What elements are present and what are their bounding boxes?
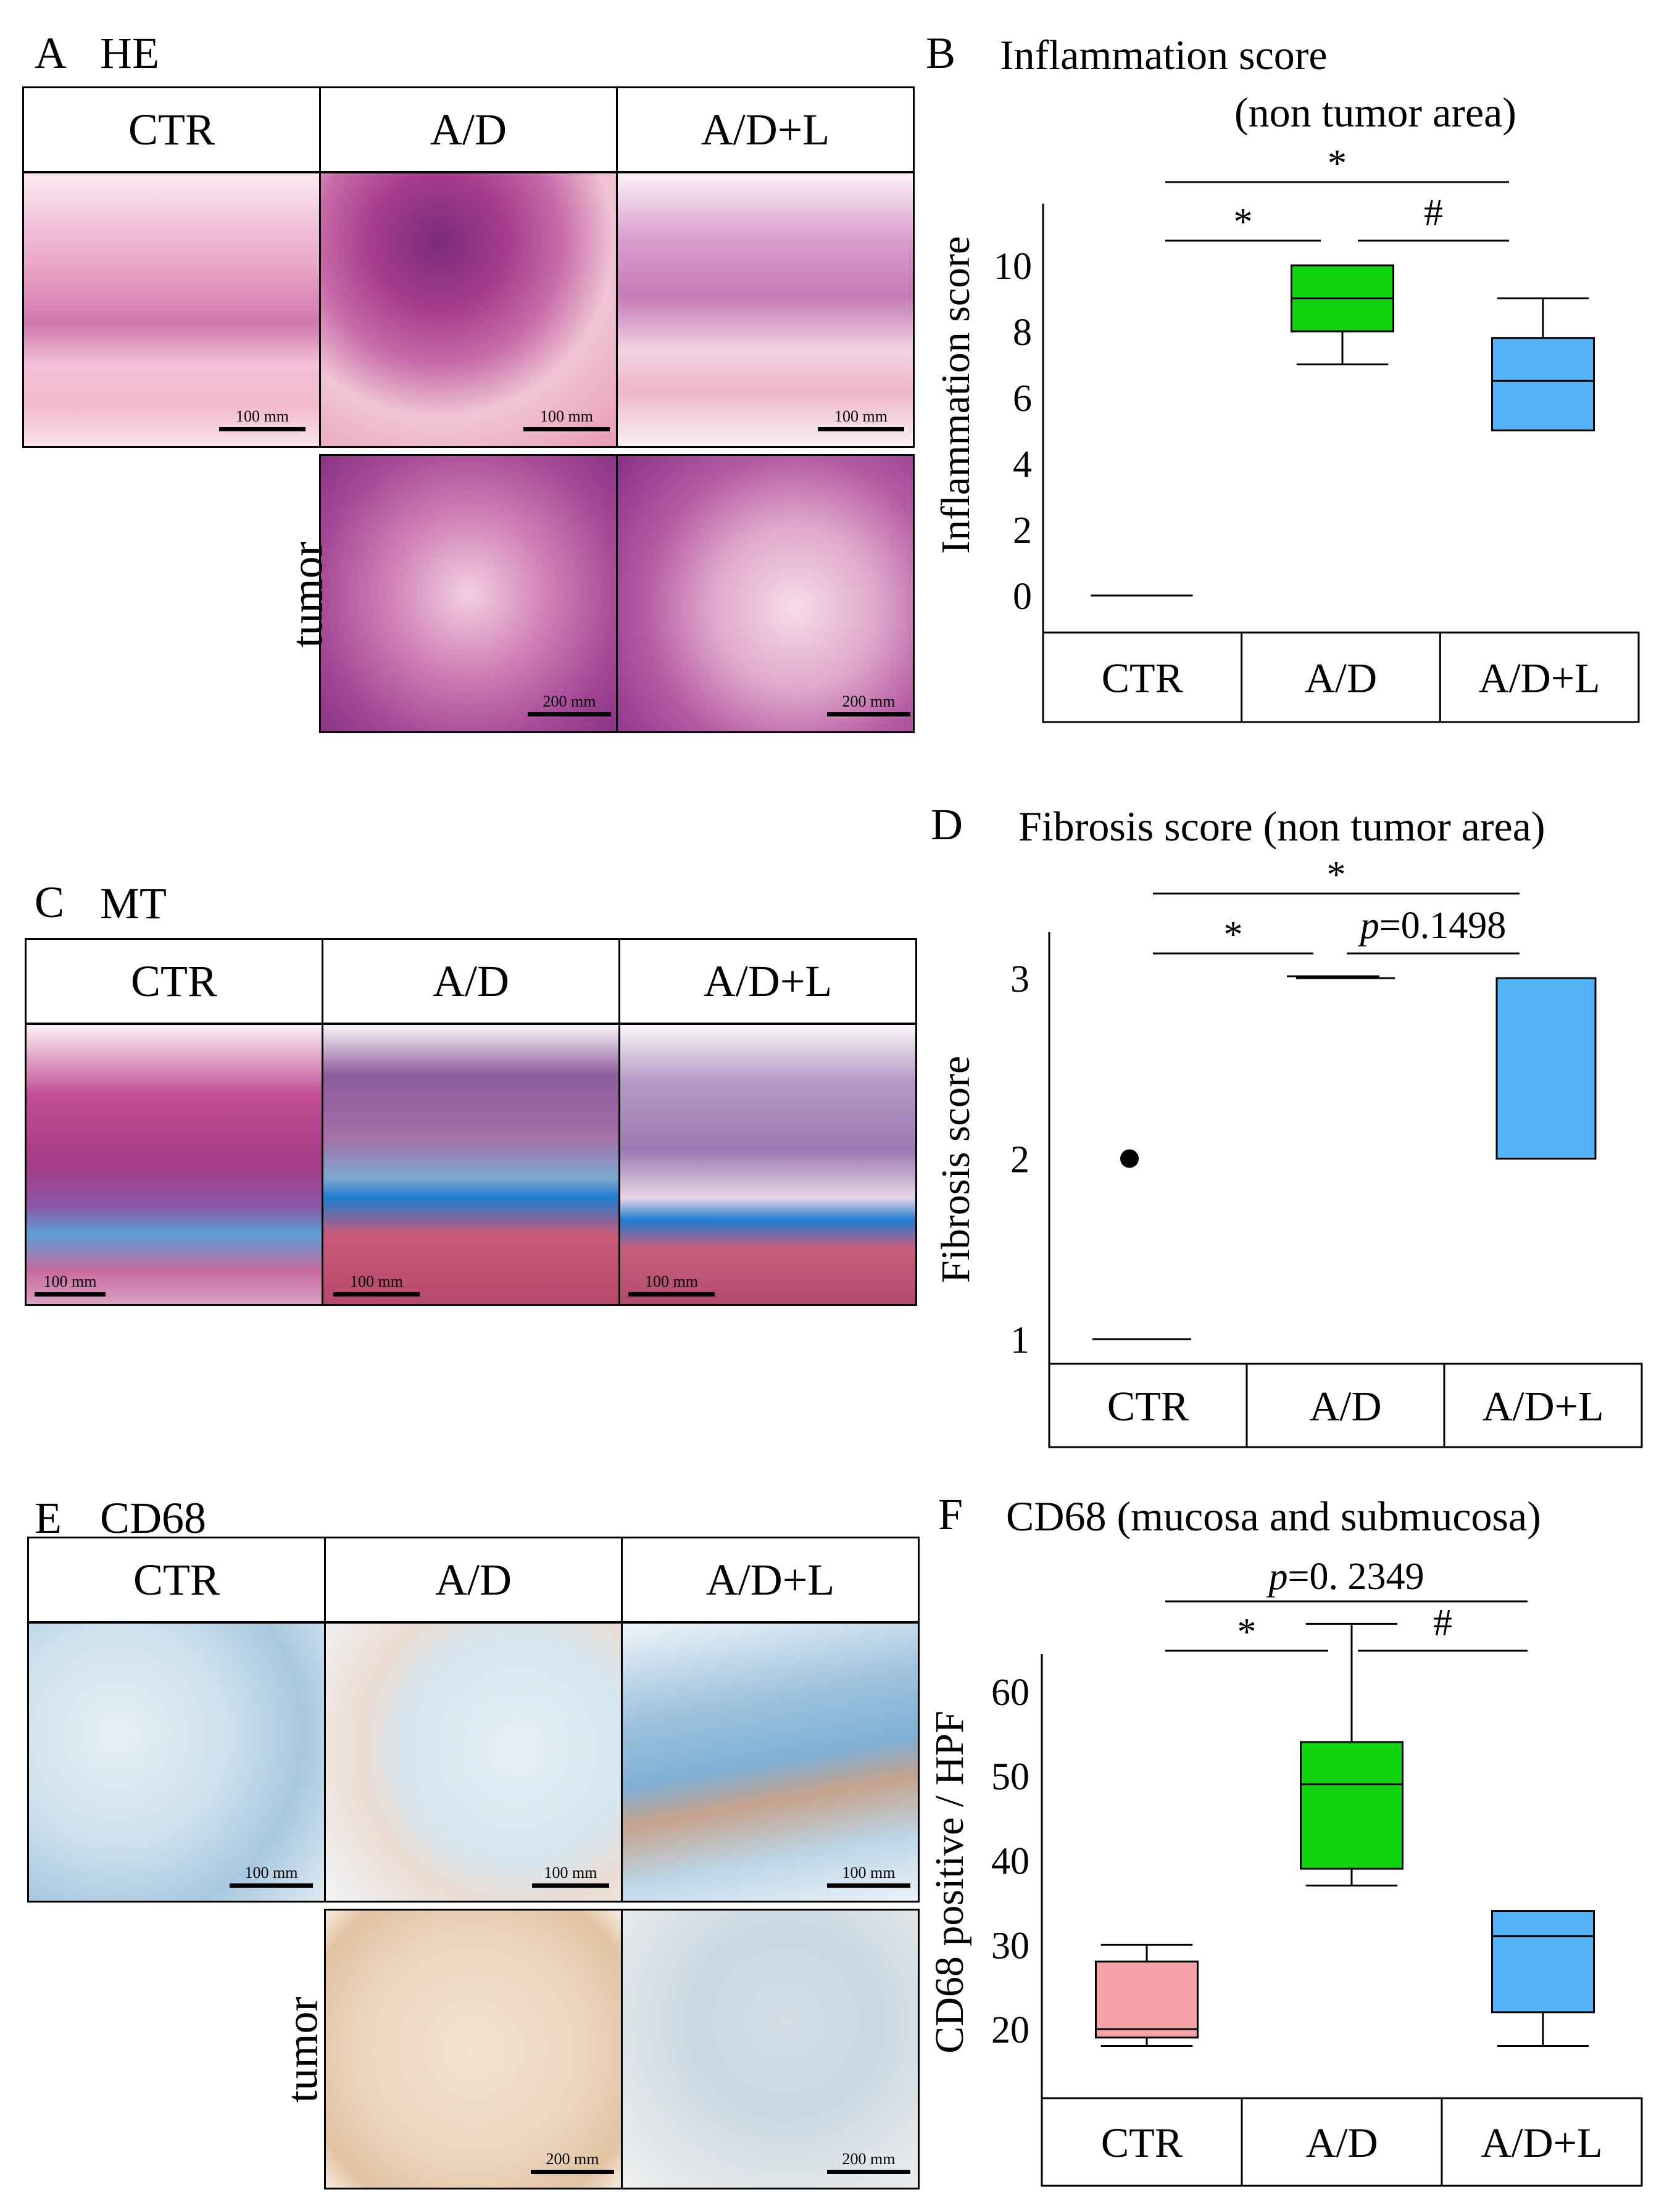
panel-b-sig-label: * <box>1234 201 1253 243</box>
panel-d-ytick-label: 1 <box>1010 1319 1029 1361</box>
panel-f-box-2 <box>1491 1910 1595 2014</box>
he-ad-scale-bar: 100 mm <box>523 407 610 431</box>
cd68-adl-micrograph <box>621 1622 920 1903</box>
mt-ad-scale-bar: 100 mm <box>333 1272 420 1297</box>
panel-e-header-ctr: CTR <box>27 1537 326 1623</box>
panel-e-letter: E <box>35 1493 62 1543</box>
panel-f-ytick-label: 30 <box>991 1925 1029 1967</box>
panel-f-ytick-label: 20 <box>991 2009 1029 2051</box>
panel-a-letter: A <box>35 28 67 78</box>
he-adl-tumor-micrograph <box>616 454 915 733</box>
panel-b-ytick-label: 10 <box>994 246 1032 288</box>
panel-d-ylabel: Fibrosis score <box>933 1056 978 1283</box>
he-ad-tumor-scale-bar: 200 mm <box>528 692 611 716</box>
mt-ctr-scale-bar: 100 mm <box>35 1272 106 1297</box>
he-ad-micrograph <box>319 172 618 448</box>
panel-a-header-ctr: CTR <box>22 86 321 173</box>
cd68-ad-micrograph <box>324 1622 623 1903</box>
panel-b-ytick-label: 0 <box>1013 576 1032 618</box>
panel-f-category-label: CTR <box>1101 2119 1183 2166</box>
panel-b-ytick-label: 8 <box>1013 312 1032 354</box>
panel-b-category-label: CTR <box>1102 655 1184 702</box>
cd68-adl-tumor-micrograph <box>621 1909 920 2189</box>
panel-b-ytick-label: 2 <box>1013 510 1032 552</box>
panel-f-box-0 <box>1095 1961 1199 2039</box>
panel-c-header-ctr: CTR <box>25 938 323 1024</box>
panel-b-sig-label: * <box>1328 143 1347 185</box>
panel-a-header-ad: A/D <box>319 86 618 173</box>
panel-f-category-label: A/D <box>1305 2119 1378 2166</box>
panel-b-letter: B <box>926 28 956 78</box>
panel-c-title: MT <box>100 879 167 928</box>
panel-d-sig-label: p=0.1498 <box>1358 905 1506 947</box>
panel-f-sig-label: p=0. 2349 <box>1266 1556 1424 1598</box>
cd68-ad-scale-bar: 100 mm <box>532 1864 609 1888</box>
cd68-ad-tumor-micrograph <box>324 1909 623 2189</box>
panel-b-ytick-label: 4 <box>1013 444 1032 486</box>
he-ctr-scale-bar: 100 mm <box>219 407 306 431</box>
mt-ctr-micrograph <box>25 1023 323 1306</box>
he-adl-tumor-scale-bar: 200 mm <box>827 692 910 716</box>
panel-f-ylabel: CD68 positive / HPF <box>927 1711 972 2054</box>
panel-b-title: Inflammation score <box>1000 31 1328 78</box>
panel-e-title: CD68 <box>100 1493 207 1543</box>
cd68-ctr-scale-bar: 100 mm <box>230 1864 313 1888</box>
he-ctr-micrograph <box>22 172 321 448</box>
cd68-adl-scale-bar: 100 mm <box>827 1864 910 1888</box>
mt-adl-scale-bar: 100 mm <box>628 1272 715 1297</box>
panel-d-box-0-outlier <box>1120 1149 1139 1168</box>
panel-b-sig-label: # <box>1424 192 1443 234</box>
panel-f-category-table <box>1041 2097 1643 2187</box>
panel-b-box-2 <box>1491 337 1595 432</box>
panel-f-box-1 <box>1300 1741 1403 1870</box>
mt-adl-micrograph <box>618 1023 917 1306</box>
panel-a-title: HE <box>100 28 159 78</box>
panel-b-category-label: A/D+L <box>1479 655 1600 702</box>
panel-b-ytick-label: 6 <box>1013 378 1032 420</box>
panel-d-category-label: A/D+L <box>1482 1383 1604 1430</box>
panel-f-category-label: A/D+L <box>1481 2119 1603 2166</box>
panel-b-category-label: A/D <box>1305 655 1377 702</box>
panel-d-title: Fibrosis score (non tumor area) <box>1018 803 1545 850</box>
panel-c-letter: C <box>35 878 65 927</box>
panel-c-header-adl: A/D+L <box>618 938 917 1024</box>
he-adl-micrograph <box>616 172 915 448</box>
panel-f-sig-label: * <box>1237 1611 1257 1653</box>
panel-f-ytick-label: 60 <box>991 1672 1029 1714</box>
cd68-ctr-micrograph <box>27 1622 326 1903</box>
panel-d-ytick-label: 2 <box>1010 1139 1029 1181</box>
panel-b-subtitle: (non tumor area) <box>1234 89 1516 136</box>
panel-d-sig-label: * <box>1224 914 1243 956</box>
mt-ad-micrograph <box>322 1023 620 1306</box>
panel-d-sig-label: * <box>1327 854 1346 896</box>
panel-b-category-table <box>1042 631 1640 723</box>
panel-d-category-label: CTR <box>1107 1383 1189 1430</box>
he-adl-scale-bar: 100 mm <box>818 407 904 431</box>
he-ad-tumor-micrograph <box>319 454 618 733</box>
panel-f-ytick-label: 50 <box>991 1756 1029 1798</box>
cd68-adl-tumor-scale-bar: 200 mm <box>827 2150 910 2174</box>
panel-f-ytick-label: 40 <box>991 1840 1029 1882</box>
panel-d-box-2 <box>1495 977 1597 1160</box>
panel-f-title: CD68 (mucosa and submucosa) <box>1006 1493 1541 1540</box>
panel-f-letter: F <box>938 1490 963 1539</box>
cd68-ad-tumor-scale-bar: 200 mm <box>531 2150 614 2174</box>
panel-d-letter: D <box>931 800 963 849</box>
panel-b-ylabel: Inflammation score <box>933 236 978 554</box>
panel-d-ytick-label: 3 <box>1010 958 1029 1000</box>
panel-e-header-ad: A/D <box>324 1537 623 1623</box>
panel-d-category-label: A/D <box>1309 1383 1381 1430</box>
panel-d-category-table <box>1048 1363 1643 1448</box>
panel-f-sig-label: # <box>1433 1602 1452 1644</box>
